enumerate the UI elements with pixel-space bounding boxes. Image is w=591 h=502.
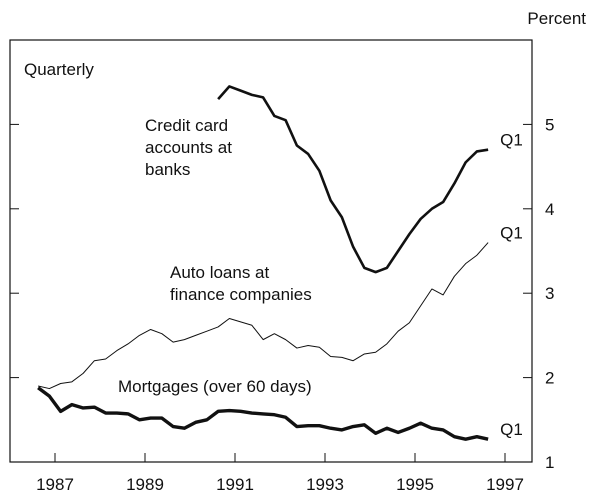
frequency-label: Quarterly: [24, 60, 94, 79]
x-tick-label: 1989: [126, 475, 164, 494]
series-label: Auto loans at: [170, 263, 270, 282]
series-label: Mortgages (over 60 days): [118, 377, 312, 396]
y-tick-label: 5: [545, 115, 554, 134]
series-line: [38, 242, 489, 390]
series-label: Credit card: [145, 116, 228, 135]
series-line: [37, 386, 489, 441]
x-tick-label: 1991: [216, 475, 254, 494]
unit-label: Percent: [527, 9, 586, 28]
y-tick-label: 4: [545, 200, 554, 219]
x-tick-label: 1993: [306, 475, 344, 494]
series-line: [217, 85, 489, 274]
end-label: Q1: [500, 131, 523, 150]
x-tick-label: 1995: [396, 475, 434, 494]
end-label: Q1: [500, 420, 523, 439]
end-label: Q1: [500, 224, 523, 243]
x-tick-label: 1987: [36, 475, 74, 494]
y-tick-label: 1: [545, 453, 554, 472]
series-label: finance companies: [170, 285, 312, 304]
y-tick-label: 3: [545, 284, 554, 303]
x-tick-label: 1997: [486, 475, 524, 494]
series-label: banks: [145, 160, 190, 179]
plot-frame: [9, 39, 533, 463]
series-label: accounts at: [145, 138, 232, 157]
y-tick-label: 2: [545, 369, 554, 388]
